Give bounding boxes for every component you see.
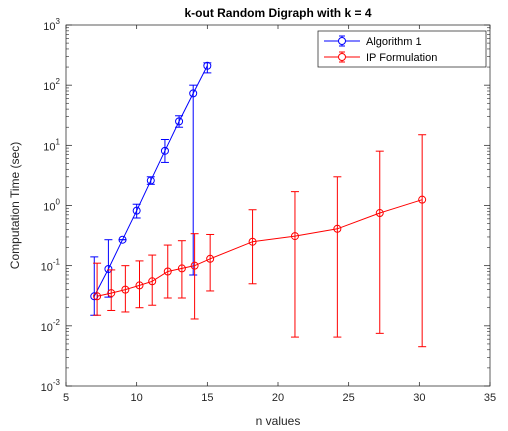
y-tick-exponent: -1 (53, 258, 61, 267)
data-point (203, 61, 212, 70)
data-point (418, 195, 427, 204)
legend-marker (338, 37, 346, 45)
y-axis-label: Computation Time (sec) (8, 142, 22, 269)
y-tick-base: 10 (41, 382, 53, 394)
y-tick-exponent: 2 (56, 77, 61, 86)
data-point (175, 117, 184, 126)
legend-box (317, 30, 487, 68)
data-point (248, 237, 257, 246)
y-tick-base: 10 (43, 81, 55, 93)
data-point (118, 235, 127, 244)
data-point (146, 176, 155, 185)
x-axis-label: n values (256, 414, 301, 428)
data-point (104, 265, 113, 274)
data-point (148, 277, 157, 286)
y-tick-label: 102 (43, 77, 60, 93)
y-tick-exponent: 0 (56, 198, 61, 207)
y-tick-base: 10 (41, 322, 53, 334)
legend-marker (338, 53, 346, 61)
plot-area (65, 24, 491, 387)
data-point (163, 267, 172, 276)
data-point (177, 264, 186, 273)
y-tick-label: 10-2 (41, 318, 61, 334)
data-point (107, 289, 116, 298)
data-point (160, 146, 169, 155)
data-point (121, 285, 130, 294)
y-tick-exponent: -2 (53, 318, 61, 327)
data-point (132, 206, 141, 215)
y-tick-label: 101 (43, 137, 60, 153)
y-tick-base: 10 (43, 141, 55, 153)
series-ip-formulation (93, 134, 427, 348)
data-point (93, 292, 102, 301)
y-tick-exponent: 1 (56, 137, 61, 146)
series-line (93, 65, 208, 297)
y-tick-label: 10-3 (41, 378, 61, 394)
data-point (333, 224, 342, 233)
y-tick-base: 10 (43, 21, 55, 33)
legend-label: IP Formulation (366, 52, 437, 64)
data-point (135, 281, 144, 290)
y-tick-label: 100 (43, 198, 60, 214)
x-tick-label: 25 (343, 392, 355, 404)
y-tick-label: 10-1 (41, 258, 61, 274)
series-line (96, 199, 423, 297)
y-tick-exponent: 3 (56, 17, 61, 26)
x-tick-label: 15 (201, 392, 213, 404)
data-point (290, 232, 299, 241)
data-point (190, 261, 199, 270)
x-tick-label: 30 (413, 392, 425, 404)
x-tick-label: 20 (272, 392, 284, 404)
y-tick-base: 10 (43, 202, 55, 214)
x-tick-label: 5 (63, 392, 69, 404)
data-point (375, 209, 384, 218)
legend-label: Algorithm 1 (366, 36, 422, 48)
series-algorithm-1 (90, 61, 212, 316)
chart-title: k-out Random Digraph with k = 4 (184, 6, 371, 20)
y-tick-label: 103 (43, 17, 60, 33)
y-tick-base: 10 (41, 262, 53, 274)
legend: Algorithm 1 IP Formulation (317, 30, 487, 68)
data-point (206, 254, 215, 263)
x-tick-label: 35 (484, 392, 496, 404)
x-tick-label: 10 (131, 392, 143, 404)
data-layer (90, 61, 427, 348)
y-tick-exponent: -3 (53, 378, 61, 387)
data-point (189, 89, 198, 98)
